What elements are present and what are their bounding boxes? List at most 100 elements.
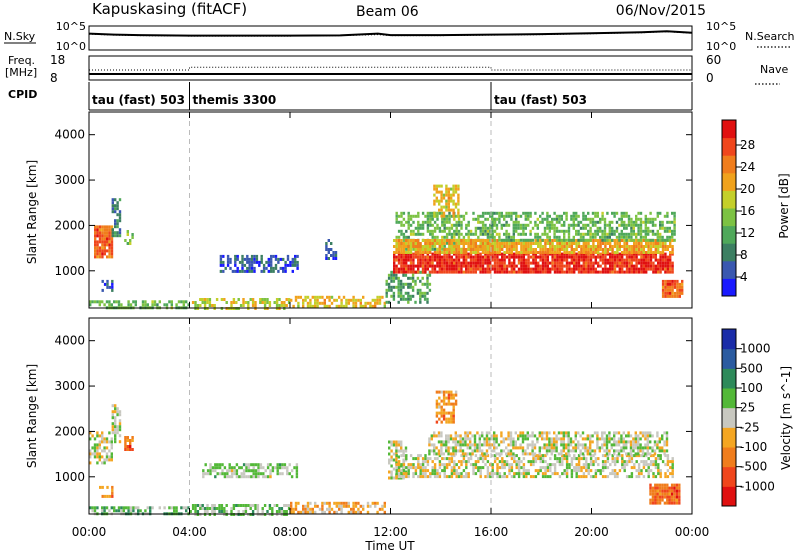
heatmap-cell [452,402,455,406]
heatmap-cell [671,469,674,473]
heatmap-cell [477,258,480,262]
heatmap-cell [544,251,547,254]
heatmap-cell [366,504,370,508]
heatmap-cell [448,258,451,262]
heatmap-cell [581,446,585,450]
heatmap-cell [235,475,239,479]
nave-tick-high: 60 [706,53,721,67]
heatmap-cell [563,454,566,458]
heatmap-cell [647,457,650,461]
heatmap-cell [448,255,451,259]
heatmap-cell [553,217,556,221]
heatmap-cell [326,507,329,511]
heatmap-cell [438,251,441,254]
heatmap-cell [479,232,482,236]
heatmap-cell [421,294,424,298]
heatmap-cell [253,266,256,270]
heatmap-cell [400,220,403,224]
heatmap-cell [474,270,477,274]
velocity-heatmap [89,390,681,516]
heatmap-cell [254,475,258,479]
heatmap-cell [479,454,482,458]
heatmap-cell [479,242,482,245]
heatmap-cell [491,267,494,271]
heatmap-cell [483,440,486,444]
heatmap-cell [330,301,334,305]
heatmap-cell [295,472,299,476]
heatmap-cell [567,434,570,438]
heatmap-cell [436,242,439,245]
heatmap-cell [96,252,99,256]
heatmap-cell [460,460,463,464]
heatmap-cell [538,431,541,435]
colorbar-swatch [722,190,736,209]
heatmap-cell [544,245,547,248]
heatmap-cell [400,248,403,251]
heatmap-cell [565,255,569,259]
heatmap-cell [560,443,563,447]
heatmap-cell [512,452,515,456]
heatmap-cell [390,276,393,280]
heatmap-cell [491,242,494,245]
heatmap-cell [589,226,592,230]
heatmap-cell [658,489,662,493]
heatmap-cell [647,229,650,233]
heatmap-cell [481,223,485,227]
heatmap-cell [407,245,410,248]
heatmap-cell [519,238,523,242]
heatmap-cell [441,217,444,221]
heatmap-cell [440,446,443,450]
heatmap-cell [577,264,581,268]
heatmap-cell [585,248,588,251]
heatmap-cell [664,258,667,262]
heatmap-cell [218,466,222,470]
heatmap-cell [426,297,429,301]
heatmap-cell [496,475,499,479]
heatmap-cell [395,239,398,242]
heatmap-cell [651,489,655,493]
heatmap-cell [651,229,655,233]
heatmap-cell [400,475,403,479]
heatmap-cell [474,226,478,230]
heatmap-cell [616,472,619,476]
heatmap-cell [395,458,398,462]
heatmap-cell [103,282,107,286]
heatmap-cell [131,436,134,439]
heatmap-cell [374,301,377,305]
heatmap-cell [311,510,314,514]
heatmap-cell [477,245,480,248]
heatmap-cell [483,437,486,441]
heatmap-cell [629,440,633,444]
heatmap-cell [489,258,492,262]
heatmap-cell [496,472,499,476]
heatmap-cell [421,264,425,268]
heatmap-cell [496,252,499,256]
heatmap-cell [294,263,297,267]
heatmap-cell [230,475,234,479]
heatmap-cell [546,232,549,236]
heatmap-cell [419,242,422,245]
heatmap-cell [448,264,451,268]
heatmap-cell [153,300,157,304]
heatmap-cell [623,242,626,245]
heatmap-cell [108,252,111,256]
heatmap-cell [608,220,611,224]
heatmap-cell [89,437,92,441]
heatmap-cell [208,301,212,304]
heatmap-cell [170,300,173,304]
heatmap-cell [297,510,300,514]
heatmap-cell [669,291,672,295]
heatmap-cell [541,248,545,251]
heatmap-cell [457,220,461,224]
heatmap-cell [493,440,496,444]
heatmap-cell [163,303,166,307]
heatmap-cell [561,255,564,259]
heatmap-cell [450,226,454,230]
heatmap-cell [412,242,415,245]
heatmap-cell [383,304,386,308]
heatmap-cell [476,443,479,447]
heatmap-cell [359,304,362,308]
heatmap-cell [460,220,463,224]
heatmap-cell [304,510,307,514]
heatmap-cell [546,242,549,245]
